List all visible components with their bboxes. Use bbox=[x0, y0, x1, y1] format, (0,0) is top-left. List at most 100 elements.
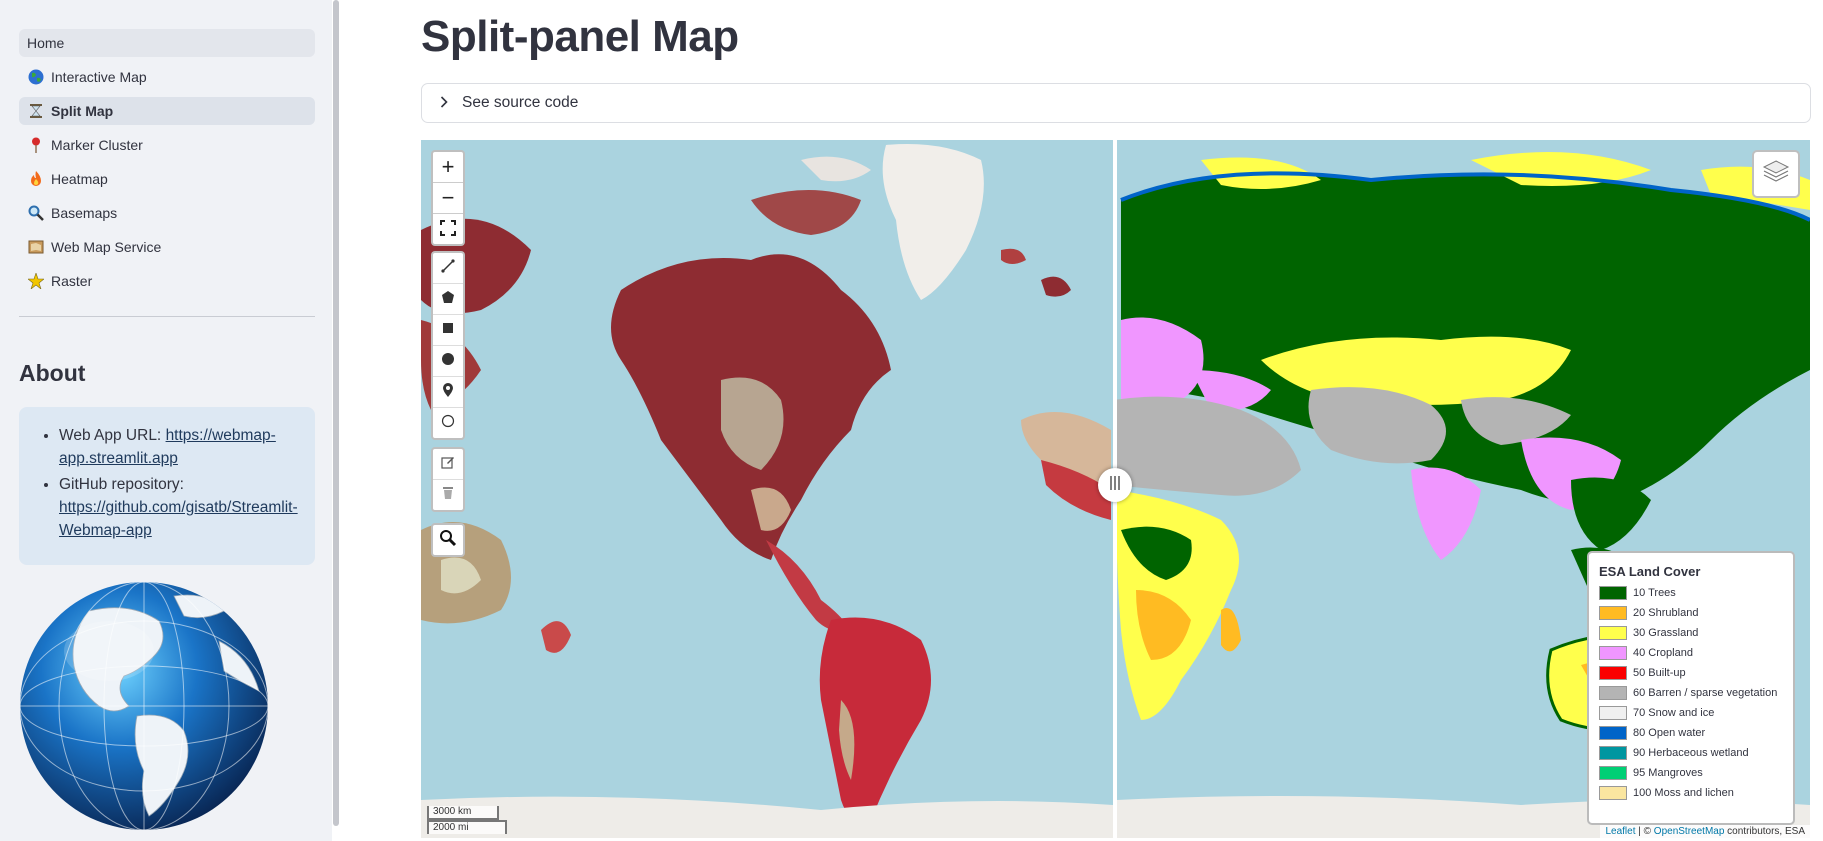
legend-item: 50 Built-up bbox=[1599, 665, 1793, 681]
legend-item: 80 Open water bbox=[1599, 725, 1793, 741]
source-code-expander[interactable]: See source code bbox=[421, 83, 1811, 123]
fullscreen-icon bbox=[440, 216, 456, 242]
zoom-in-button[interactable]: + bbox=[433, 152, 463, 183]
leaflet-link[interactable]: Leaflet bbox=[1605, 826, 1636, 837]
circle-icon bbox=[441, 352, 455, 371]
map-attribution: Leaflet | © OpenStreetMap contributors, … bbox=[1600, 825, 1810, 838]
drag-handle-icon bbox=[1108, 474, 1122, 497]
edit-layers-button[interactable] bbox=[433, 449, 463, 480]
sidebar-item-label: Interactive Map bbox=[51, 69, 147, 85]
draw-circlemarker-button[interactable] bbox=[433, 408, 463, 438]
magnifier-icon bbox=[27, 204, 45, 222]
legend-label: 100 Moss and lichen bbox=[1633, 787, 1734, 799]
scale-bar: 3000 km 2000 mi bbox=[427, 806, 507, 834]
about-heading: About bbox=[19, 360, 86, 386]
draw-rectangle-button[interactable] bbox=[433, 315, 463, 346]
web-app-url-link[interactable]: https://webmap-app.streamlit.app bbox=[59, 427, 276, 467]
sidebar-item-heatmap[interactable]: Heatmap bbox=[19, 165, 315, 193]
legend-label: 10 Trees bbox=[1633, 587, 1676, 599]
legend-swatch bbox=[1599, 686, 1627, 700]
sidebar-item-home[interactable]: Home bbox=[19, 29, 315, 57]
sidebar-item-label: Web Map Service bbox=[51, 239, 162, 255]
geocoder-search-button[interactable] bbox=[431, 523, 465, 557]
sidebar-item-basemaps[interactable]: Basemaps bbox=[19, 199, 315, 227]
draw-circle-button[interactable] bbox=[433, 346, 463, 377]
about-info-box: Web App URL: https://webmap-app.streamli… bbox=[19, 407, 315, 565]
edit-icon bbox=[441, 455, 455, 474]
legend-item: 20 Shrubland bbox=[1599, 605, 1793, 621]
land-cover-legend: ESA Land Cover 10 Trees 20 Shrubland 30 Gr… bbox=[1587, 551, 1795, 825]
github-repo-item: GitHub repository:https://github.com/gis… bbox=[59, 473, 315, 542]
legend-label: 60 Barren / sparse vegetation bbox=[1633, 687, 1778, 699]
legend-swatch bbox=[1599, 586, 1627, 600]
zoom-out-button[interactable]: − bbox=[433, 183, 463, 214]
split-map[interactable]: + − bbox=[421, 140, 1810, 838]
sidebar-divider bbox=[19, 316, 315, 317]
delete-layers-button[interactable] bbox=[433, 480, 463, 510]
draw-polygon-button[interactable] bbox=[433, 284, 463, 315]
legend-item: 30 Grassland bbox=[1599, 625, 1793, 641]
layers-icon bbox=[1762, 159, 1790, 190]
sidebar-item-split-map[interactable]: Split Map bbox=[19, 97, 315, 125]
sidebar-item-label: Marker Cluster bbox=[51, 137, 143, 153]
legend-item: 90 Herbaceous wetland bbox=[1599, 745, 1793, 761]
fire-icon bbox=[27, 170, 45, 188]
circle-marker-icon bbox=[441, 414, 455, 433]
trash-icon bbox=[442, 486, 454, 505]
scale-km: 3000 km bbox=[427, 806, 499, 820]
rectangle-icon bbox=[442, 321, 454, 339]
search-icon bbox=[439, 529, 457, 552]
map-tiles[interactable] bbox=[421, 140, 1810, 838]
draw-marker-button[interactable] bbox=[433, 377, 463, 408]
legend-swatch bbox=[1599, 646, 1627, 660]
sidebar-item-label: Home bbox=[27, 35, 65, 51]
legend-swatch bbox=[1599, 726, 1627, 740]
legend-swatch bbox=[1599, 626, 1627, 640]
layer-control-button[interactable] bbox=[1752, 150, 1800, 198]
main-content: Split-panel Map See source code bbox=[340, 0, 1823, 841]
hourglass-icon bbox=[27, 102, 45, 120]
map-book-icon bbox=[27, 238, 45, 256]
legend-title: ESA Land Cover bbox=[1599, 564, 1701, 579]
sidebar-item-raster[interactable]: Raster bbox=[19, 267, 315, 295]
sidebar-item-label: Split Map bbox=[51, 103, 114, 119]
legend-swatch bbox=[1599, 766, 1627, 780]
draw-polyline-button[interactable] bbox=[433, 253, 463, 284]
legend-item: 40 Cropland bbox=[1599, 645, 1793, 661]
globe-image bbox=[19, 581, 269, 831]
legend-label: 90 Herbaceous wetland bbox=[1633, 747, 1749, 759]
sidebar-item-web-map-service[interactable]: Web Map Service bbox=[19, 233, 315, 261]
legend-swatch bbox=[1599, 746, 1627, 760]
github-repo-link[interactable]: https://github.com/gisatb/Streamlit- Webm… bbox=[59, 499, 298, 539]
legend-label: 40 Cropland bbox=[1633, 647, 1693, 659]
legend-label: 50 Built-up bbox=[1633, 667, 1686, 679]
sidebar-nav: Home Interactive Map Split Map Marker Cl… bbox=[19, 29, 315, 301]
scale-mi: 2000 mi bbox=[427, 820, 507, 834]
legend-label: 70 Snow and ice bbox=[1633, 707, 1715, 719]
globe-icon bbox=[27, 68, 45, 86]
sidebar-scrollbar[interactable] bbox=[332, 0, 340, 841]
legend-swatch bbox=[1599, 666, 1627, 680]
legend-item: 60 Barren / sparse vegetation bbox=[1599, 685, 1793, 701]
web-app-url-item: Web App URL: https://webmap-app.streamli… bbox=[59, 424, 315, 470]
legend-label: 20 Shrubland bbox=[1633, 607, 1699, 619]
pushpin-icon bbox=[27, 136, 45, 154]
sidebar-item-interactive-map[interactable]: Interactive Map bbox=[19, 63, 315, 91]
legend-swatch bbox=[1599, 786, 1627, 800]
split-drag-handle[interactable] bbox=[1098, 468, 1132, 502]
legend-item: 10 Trees bbox=[1599, 585, 1793, 601]
sidebar-item-marker-cluster[interactable]: Marker Cluster bbox=[19, 131, 315, 159]
expander-label: See source code bbox=[462, 94, 579, 111]
sidebar-item-label: Heatmap bbox=[51, 171, 108, 187]
fullscreen-button[interactable] bbox=[433, 214, 463, 244]
sidebar-item-label: Basemaps bbox=[51, 205, 118, 221]
marker-icon bbox=[442, 382, 454, 402]
legend-swatch bbox=[1599, 706, 1627, 720]
chevron-right-icon bbox=[440, 95, 448, 111]
polygon-icon bbox=[441, 290, 455, 309]
zoom-controls: + − bbox=[431, 150, 465, 246]
osm-link[interactable]: OpenStreetMap bbox=[1653, 826, 1725, 837]
sidebar-scrollbar-thumb[interactable] bbox=[333, 0, 339, 826]
sidebar: Home Interactive Map Split Map Marker Cl… bbox=[0, 0, 332, 841]
sidebar-item-label: Raster bbox=[51, 273, 93, 289]
